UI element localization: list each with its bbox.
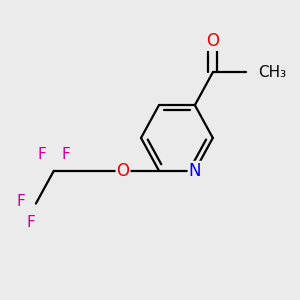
- Text: O: O: [117, 162, 130, 180]
- Text: O: O: [206, 32, 219, 50]
- Text: N: N: [189, 162, 201, 180]
- Text: F: F: [16, 194, 25, 208]
- Text: CH₃: CH₃: [258, 65, 286, 80]
- Text: F: F: [61, 147, 70, 162]
- Text: F: F: [26, 215, 35, 230]
- Text: F: F: [38, 147, 47, 162]
